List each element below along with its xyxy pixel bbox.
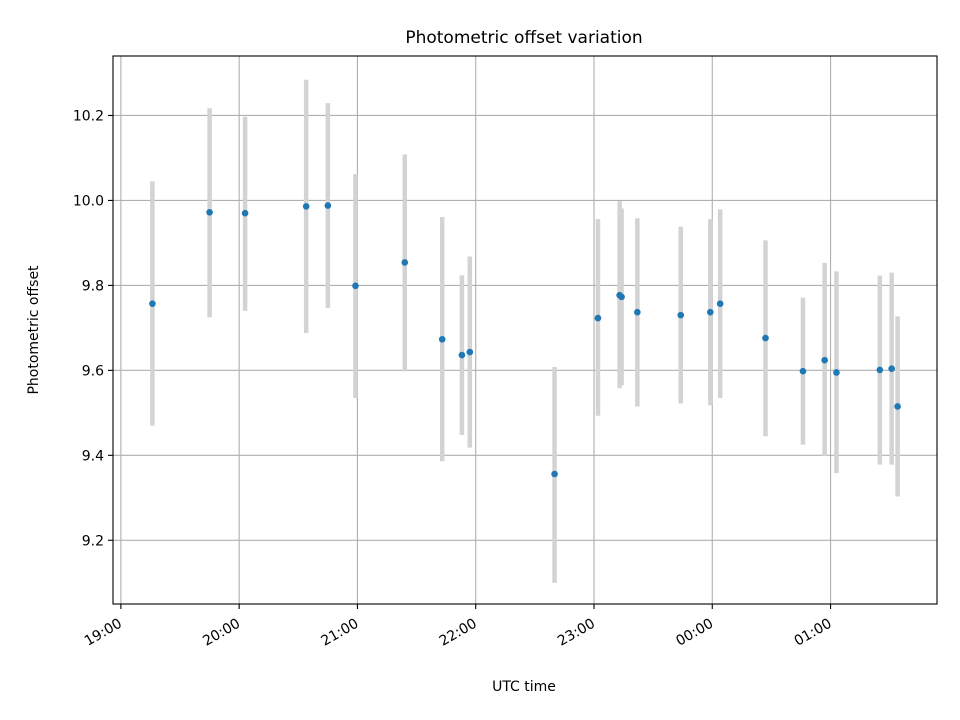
grid-lines — [113, 56, 937, 604]
y-tick-label: 9.6 — [82, 363, 104, 379]
y-tick-label: 9.2 — [82, 533, 104, 549]
data-point — [324, 202, 332, 209]
y-tick-label: 10.2 — [73, 108, 104, 124]
data-point — [618, 293, 625, 301]
data-point — [876, 366, 884, 374]
data-point — [821, 356, 828, 364]
data-point — [716, 300, 724, 307]
data-point — [677, 311, 685, 319]
y-axis-label: Photometric offset — [26, 265, 42, 395]
data-points — [149, 202, 901, 478]
data-point — [401, 259, 409, 266]
data-point — [466, 348, 474, 356]
x-axis-label: UTC time — [492, 679, 556, 695]
data-point — [302, 203, 310, 210]
data-point — [888, 365, 895, 372]
data-point — [241, 209, 249, 217]
data-point — [762, 334, 769, 342]
data-point — [352, 282, 359, 290]
y-tick-label: 9.4 — [82, 448, 104, 464]
data-point — [833, 369, 840, 376]
y-tick-label: 10.0 — [73, 193, 104, 209]
data-point — [799, 367, 807, 375]
data-point — [894, 403, 901, 410]
data-point — [438, 336, 446, 343]
data-point — [551, 470, 558, 478]
data-point — [634, 308, 641, 316]
y-tick-label: 9.8 — [82, 278, 104, 294]
data-point — [206, 209, 213, 216]
chart-title: Photometric offset variation — [405, 28, 642, 48]
data-point — [594, 314, 602, 322]
data-point — [707, 308, 714, 316]
y-axis-ticks: 9.2 9.4 9.6 9.8 10.0 10.2 — [73, 108, 113, 549]
plot-frame — [112, 55, 938, 605]
data-point — [458, 351, 466, 359]
data-point — [149, 300, 156, 307]
